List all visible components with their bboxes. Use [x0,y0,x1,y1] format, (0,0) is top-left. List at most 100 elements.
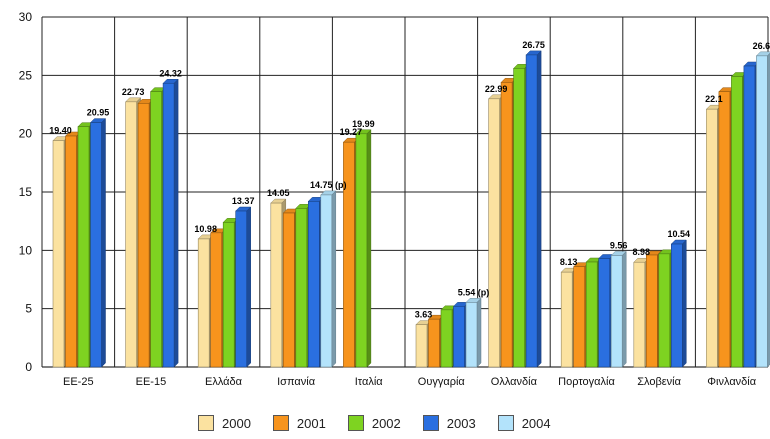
data-label: 9.56 [610,240,628,250]
data-label: 3.63 [415,310,433,320]
bar-2000 [415,324,428,368]
bar-side-2003 [536,50,542,368]
bar-2003 [307,201,320,368]
bar-2000 [52,140,65,368]
bar-2001 [282,212,295,368]
bar-2001 [573,266,586,368]
bar-side-2003 [682,239,687,368]
bar-2003 [743,65,756,368]
legend-label: 2002 [371,415,401,431]
bar-2001 [428,318,440,368]
bar-2001 [718,91,731,368]
bar-2003 [162,82,175,368]
bar-2000 [706,108,718,368]
data-label: 5.54 (p) [458,287,490,297]
data-label: 22.73 [122,87,145,97]
x-tick-label: Ισπανία [277,376,316,388]
data-label: 10.54 [668,229,691,239]
bar-2003 [235,210,247,368]
bar-2000 [197,238,210,368]
x-tick-label: Φινλανδία [707,376,756,388]
data-label: 8.98 [633,247,651,257]
bar-2003 [598,258,611,368]
bar-2003 [90,122,102,368]
bar-2002 [355,133,368,368]
bar-2001 [645,254,658,368]
data-label: 24.32 [159,68,182,78]
legend-swatch [497,415,514,431]
data-label: 10.98 [194,224,217,234]
x-tick-label: EE-25 [63,376,94,388]
bar-side-2002 [366,129,372,368]
legend-swatch [422,415,439,431]
bar-2002 [658,253,671,368]
legend-swatch [272,415,289,431]
data-label: 22.99 [485,84,508,94]
legend-label: 2001 [296,415,326,431]
bar-2004 [756,55,768,368]
legend-label: 2003 [446,415,476,431]
data-label: 20.95 [87,108,110,118]
bar-side-2004 [621,250,627,368]
y-tick-label: 20 [19,127,33,141]
bar-2002 [585,261,598,368]
bar-2001 [343,141,355,368]
legend-item: 2004 [497,415,551,431]
legend-item: 2000 [198,415,251,431]
bar-side-2004 [331,190,337,368]
bar-2004 [610,255,623,368]
legend-item: 2003 [422,415,476,431]
legend-swatch [347,415,364,431]
bar-2000 [560,271,573,368]
bar-2002 [222,222,235,368]
x-tick-label: Πορτογαλία [558,376,615,388]
x-tick-label: Ιταλία [355,376,384,388]
y-tick-label: 10 [19,243,33,257]
y-tick-label: 0 [25,360,32,374]
y-tick-label: 30 [19,10,33,24]
data-label: 14.05 [267,188,290,198]
legend-swatch [198,415,214,431]
y-tick-label: 5 [25,302,32,316]
bar-2000 [125,101,137,368]
legend-label: 2004 [521,415,551,431]
data-label: 8.13 [560,257,578,267]
y-tick-label: 15 [19,185,33,199]
x-tick-label: Σλοβενία [637,376,681,388]
bar-2004 [465,302,478,368]
legend-item: 2001 [272,415,326,431]
data-label: 22.1 [705,94,723,104]
bar-side-2003 [101,117,106,368]
bar-2002 [440,309,453,368]
data-label: 14.75 (p) [310,180,347,190]
bar-2000 [270,202,283,368]
y-tick-label: 25 [19,68,33,82]
bar-2003 [453,306,465,368]
bar-2002 [731,76,743,368]
legend-item: 2002 [347,415,401,431]
data-label: 26.75 [522,40,545,50]
bar-side-2003 [246,206,251,368]
x-tick-label: Ελλάδα [205,376,243,388]
bar-side-2004 [476,297,482,368]
bar-2000 [633,261,646,368]
bar-2002 [77,126,90,368]
data-label: 19.27 [340,127,363,137]
bar-2003 [525,54,538,368]
bar-2001 [137,103,150,368]
bar-2002 [150,91,162,368]
data-label: 19.40 [49,126,72,136]
bar-2002 [513,68,525,368]
bar-2004 [320,194,333,368]
data-label: 19.99 [352,119,375,129]
bar-side-2003 [173,78,179,368]
data-label: 26.67 [753,41,770,51]
bar-2003 [670,243,683,368]
x-tick-label: Ολλανδία [491,376,538,388]
data-label: 13.37 [232,196,255,206]
legend-label: 2000 [222,415,251,431]
bar-2001 [210,232,222,368]
bar-2001 [500,82,513,368]
bar-2000 [488,98,500,368]
